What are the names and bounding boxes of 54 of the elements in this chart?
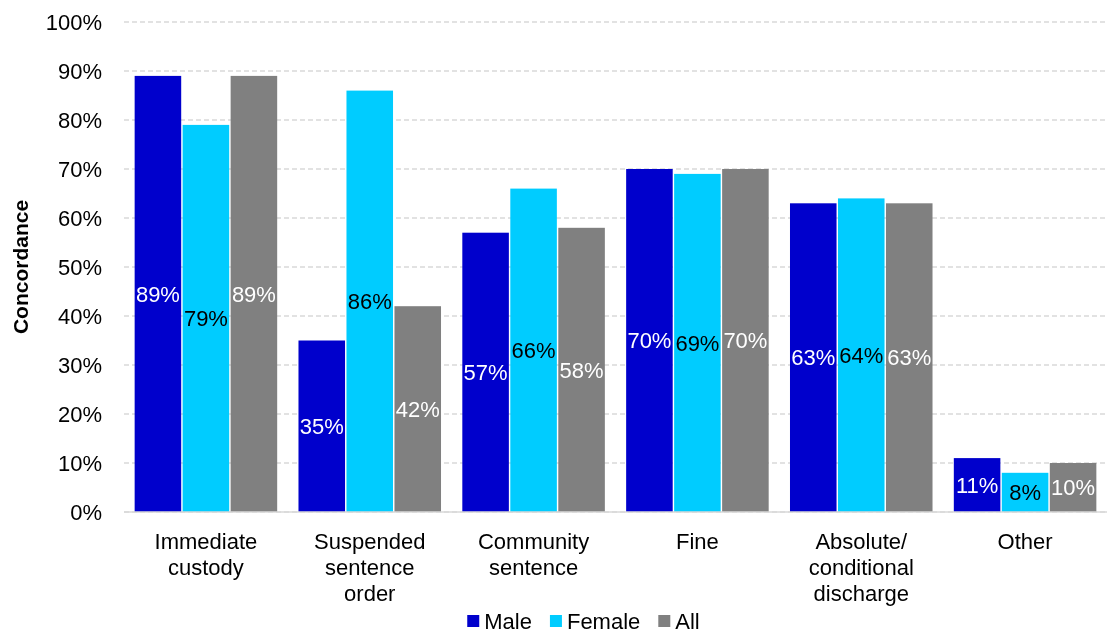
y-tick-label: 70% [57,156,102,182]
data-label: 63% [791,345,836,371]
x-tick-label: Other [997,528,1053,554]
data-label: 11% [955,472,999,498]
bar [462,232,509,512]
legend-label: All [675,608,700,633]
x-tick-label: Suspended sentence order [314,528,426,607]
data-label: 57% [463,360,508,386]
bar [134,75,182,512]
x-tick-label: Fine [676,528,719,554]
data-label: 35% [299,413,344,439]
x-tick-label: Immediate custody [154,528,258,581]
data-label: 89% [135,281,180,307]
bar [837,198,885,512]
bar [885,203,933,512]
bar [510,188,557,512]
bar [394,306,442,512]
bar [346,90,394,512]
bar [626,169,673,512]
data-label: 66% [511,338,556,363]
data-label: 42% [395,396,440,422]
y-tick-label: 0% [70,499,102,525]
bar [722,169,769,512]
y-axis-title: Concordance [9,199,33,335]
data-label: 86% [347,289,392,314]
data-label: 58% [559,357,604,383]
data-label: 10% [1051,475,1096,501]
bar [182,124,230,512]
y-tick-label: 30% [57,352,102,378]
data-label: 63% [887,345,932,371]
y-tick-label: 100% [45,9,102,35]
data-label: 69% [675,330,720,356]
bar [558,227,605,512]
bar [789,203,837,512]
y-tick-label: 60% [57,205,102,231]
y-tick-label: 10% [57,450,102,476]
x-tick-label: Absolute/ conditional discharge [808,528,914,607]
legend-label: Female [566,608,641,633]
data-label: 70% [723,328,768,354]
data-label: 79% [183,306,228,332]
data-label: 64% [839,342,884,368]
bar [298,340,346,512]
y-tick-label: 80% [57,107,102,133]
x-tick-label: Community sentence [477,528,590,581]
data-label: 8% [1009,480,1041,506]
y-tick-label: 90% [57,58,102,84]
bar [230,75,278,512]
y-tick-label: 50% [57,254,102,280]
legend-label: Male [484,608,532,633]
y-tick-label: 40% [57,303,102,329]
data-label: 70% [627,328,672,354]
data-label: 89% [231,281,276,307]
y-tick-label: 20% [57,401,102,427]
bar [674,173,721,512]
